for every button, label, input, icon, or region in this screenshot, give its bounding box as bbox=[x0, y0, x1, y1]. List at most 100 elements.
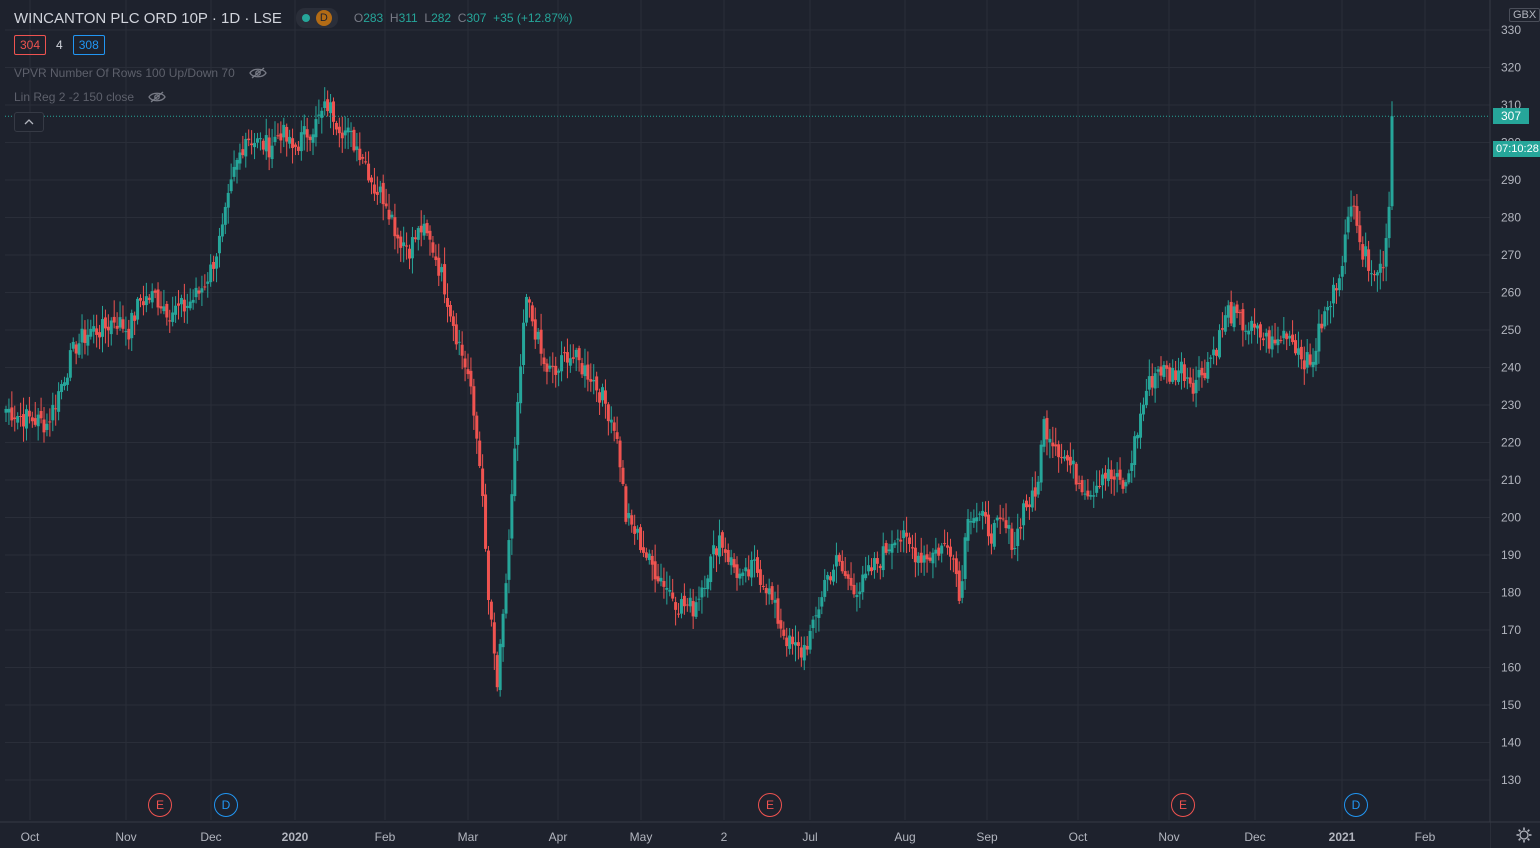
candle bbox=[609, 406, 613, 434]
time-axis-bg bbox=[0, 822, 1490, 848]
candle bbox=[220, 213, 224, 243]
candle bbox=[361, 154, 365, 164]
collapse-legend-button[interactable] bbox=[14, 112, 44, 132]
candle bbox=[910, 534, 914, 559]
candle bbox=[1124, 479, 1128, 494]
indicator-linreg-label: Lin Reg 2 -2 150 close bbox=[14, 90, 135, 104]
candle bbox=[486, 545, 490, 615]
candle bbox=[773, 591, 777, 619]
candle bbox=[121, 305, 125, 333]
candle bbox=[1378, 249, 1382, 290]
candle bbox=[124, 316, 128, 346]
candle bbox=[741, 568, 745, 586]
candle bbox=[244, 132, 248, 168]
candle bbox=[153, 288, 157, 299]
time-axis[interactable]: Oct Nov Dec 2020 Feb Mar Apr May 2 Jul Aug Sep Oct No… bbox=[0, 821, 1540, 848]
candle bbox=[1220, 312, 1224, 338]
candle bbox=[934, 537, 938, 568]
candle bbox=[1013, 531, 1017, 555]
candle bbox=[1270, 325, 1274, 358]
settings-icon[interactable] bbox=[1516, 827, 1532, 843]
candle bbox=[826, 571, 830, 592]
candle bbox=[1042, 416, 1046, 453]
candle bbox=[1314, 338, 1318, 372]
candle bbox=[878, 563, 882, 580]
time-tick-label: Dec bbox=[200, 830, 221, 844]
candle bbox=[323, 87, 327, 116]
candle bbox=[799, 636, 803, 667]
candle bbox=[454, 313, 458, 350]
candle bbox=[1063, 450, 1067, 462]
candle bbox=[71, 337, 75, 352]
candle bbox=[583, 348, 587, 388]
candle bbox=[633, 514, 637, 545]
candle bbox=[557, 368, 561, 387]
eye-hidden-icon[interactable] bbox=[249, 67, 267, 79]
candle bbox=[1048, 429, 1052, 459]
currency-label[interactable]: GBX bbox=[1509, 8, 1540, 22]
candle bbox=[1212, 336, 1216, 365]
candle bbox=[972, 509, 976, 528]
candle bbox=[16, 412, 20, 430]
candle bbox=[13, 405, 17, 432]
candle bbox=[1229, 290, 1233, 327]
candle bbox=[580, 357, 584, 378]
candle bbox=[624, 483, 628, 525]
time-tick-label: Nov bbox=[1158, 830, 1179, 844]
candle bbox=[969, 511, 973, 535]
candle bbox=[86, 319, 90, 356]
symbol-title[interactable]: WINCANTON PLC ORD 10P · 1D · LSE bbox=[14, 9, 282, 27]
dividend-event-marker[interactable]: D bbox=[214, 793, 238, 817]
time-tick-label: Feb bbox=[375, 830, 396, 844]
candle bbox=[1136, 432, 1140, 449]
earnings-event-marker[interactable]: E bbox=[148, 793, 172, 817]
candle bbox=[1030, 476, 1034, 512]
candle bbox=[852, 573, 856, 598]
earnings-event-marker[interactable]: E bbox=[1171, 793, 1195, 817]
time-tick-label: Nov bbox=[115, 830, 136, 844]
candle bbox=[589, 363, 593, 392]
candle bbox=[62, 376, 66, 391]
candle bbox=[1074, 461, 1078, 492]
candle bbox=[147, 294, 151, 304]
candle bbox=[156, 282, 160, 316]
candle bbox=[682, 583, 686, 615]
dividend-event-marker[interactable]: D bbox=[1344, 793, 1368, 817]
candle bbox=[1033, 471, 1037, 511]
candle bbox=[1282, 316, 1286, 345]
candle bbox=[524, 293, 528, 327]
candle bbox=[282, 117, 286, 148]
candle bbox=[1194, 366, 1198, 408]
candle bbox=[1141, 397, 1145, 422]
candle bbox=[206, 272, 210, 298]
candle bbox=[337, 117, 341, 148]
candle bbox=[679, 593, 683, 619]
candle bbox=[437, 243, 441, 287]
eye-hidden-icon[interactable] bbox=[148, 91, 166, 103]
candle bbox=[1264, 328, 1268, 353]
candle bbox=[1109, 460, 1113, 494]
candle bbox=[691, 589, 695, 629]
indicator-vpvr[interactable]: VPVR Number Of Rows 100 Up/Down 70 bbox=[14, 66, 267, 80]
candle bbox=[694, 596, 698, 620]
time-tick-label: Aug bbox=[894, 830, 915, 844]
bid-price[interactable]: 304 bbox=[14, 35, 47, 55]
candle bbox=[378, 180, 382, 204]
candle bbox=[1004, 503, 1008, 534]
indicator-linreg[interactable]: Lin Reg 2 -2 150 close bbox=[14, 90, 166, 104]
earnings-event-marker[interactable]: E bbox=[758, 793, 782, 817]
candle bbox=[39, 397, 43, 424]
candle bbox=[577, 345, 581, 372]
market-status-pill[interactable]: D bbox=[295, 8, 338, 28]
candle bbox=[48, 408, 52, 437]
candle bbox=[355, 132, 359, 162]
candle bbox=[358, 132, 362, 166]
candle bbox=[410, 226, 414, 274]
candle bbox=[1375, 270, 1379, 292]
candle bbox=[984, 501, 988, 524]
price-axis[interactable]: 130 140 150 160 170 180 190 200 210 220 230 240 250 2… bbox=[1489, 0, 1540, 848]
candle bbox=[1127, 469, 1131, 485]
time-tick-label: May bbox=[630, 830, 653, 844]
ask-price[interactable]: 308 bbox=[72, 35, 105, 55]
